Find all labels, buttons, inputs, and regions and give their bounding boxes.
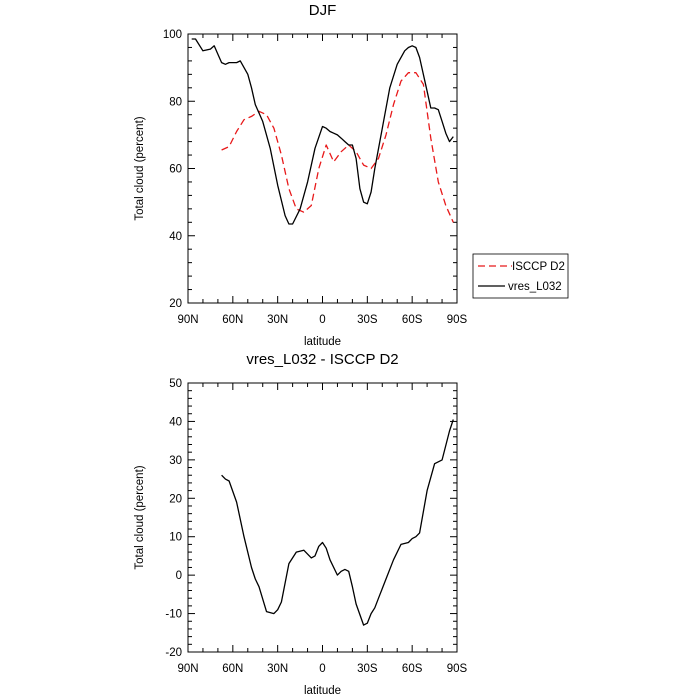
x-tick-label: 30N: [267, 663, 288, 675]
x-tick-label: 60N: [222, 314, 243, 326]
y-tick-label: -20: [165, 647, 182, 659]
y-tick-label: 50: [169, 378, 182, 390]
x-tick-label: 0: [319, 314, 325, 326]
x-tick-label: 60S: [402, 314, 423, 326]
djf-y-axis-label: Total cloud (percent): [134, 116, 146, 220]
difference-plot-frame: [187, 382, 458, 653]
x-tick-label: 30S: [357, 663, 378, 675]
y-tick-label: 60: [169, 164, 182, 176]
legend-vres-label: vres_L032: [508, 281, 562, 293]
difference-chart-title: vres_L032 - ISCCP D2: [246, 351, 398, 368]
legend-frame: [472, 253, 569, 299]
legend: ISCCP D2 vres_L032: [472, 253, 569, 299]
djf-tick-marks: [187, 33, 458, 304]
difference-y-axis-label: Total cloud (percent): [134, 465, 146, 569]
difference-difference-line: [221, 419, 454, 626]
difference-panel: vres_L032 - ISCCP D2 90N 60N 30N 0 30S 60S 90S…: [134, 351, 468, 697]
isccp-d2-line: [221, 72, 454, 223]
djf-series-lines: [191, 38, 454, 225]
x-tick-label: 90S: [447, 663, 468, 675]
vres-l032-line: [191, 38, 454, 225]
y-tick-label: 0: [176, 570, 182, 582]
y-tick-label: 80: [169, 96, 182, 108]
x-tick-label: 30N: [267, 314, 288, 326]
djf-x-axis-label: latitude: [304, 336, 341, 348]
y-tick-label: 30: [169, 455, 182, 467]
y-tick-label: 10: [169, 532, 182, 544]
difference-x-axis-label: latitude: [304, 685, 341, 697]
djf-tick-labels: 90N 60N 30N 0 30S 60S 90S 20 40 60 80 100: [163, 29, 468, 326]
x-tick-label: 90N: [177, 663, 198, 675]
x-tick-label: 60S: [402, 663, 423, 675]
y-tick-label: 100: [163, 29, 182, 41]
x-tick-label: 90N: [177, 314, 198, 326]
djf-chart-title: DJF: [309, 2, 337, 19]
x-tick-label: 90S: [447, 314, 468, 326]
x-tick-label: 30S: [357, 314, 378, 326]
x-tick-label: 0: [319, 663, 325, 675]
y-tick-label: 40: [169, 416, 182, 428]
x-tick-label: 60N: [222, 663, 243, 675]
djf-panel: DJF 90N 60N 30N 0 30S 60S 90S 20 40 60 80 100 latit…: [134, 2, 569, 348]
difference-tick-labels: 90N 60N 30N 0 30S 60S 90S -20 -10 0 10 20 30 40 50: [165, 378, 467, 675]
y-tick-label: 20: [169, 298, 182, 310]
y-tick-label: 20: [169, 493, 182, 505]
y-tick-label: -10: [165, 609, 182, 621]
difference-series-lines: [221, 419, 454, 626]
legend-isccp-label: ISCCP D2: [512, 261, 565, 273]
difference-tick-marks: [187, 382, 458, 653]
y-tick-label: 40: [169, 231, 182, 243]
